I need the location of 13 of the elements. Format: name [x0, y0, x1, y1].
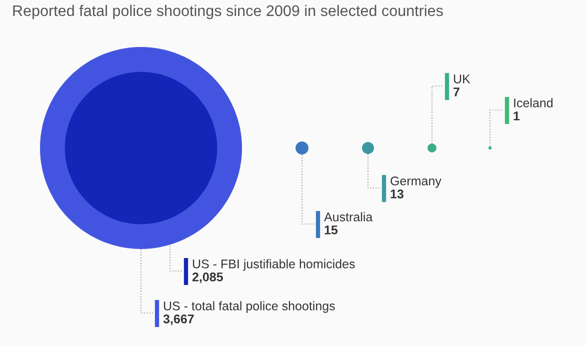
data-label: 3,667: [163, 314, 194, 326]
text: Reported fatal police shootings since 2009 in selected countries: [13, 4, 443, 20]
category-label: Australia: [324, 212, 373, 222]
category-label: Germany: [390, 176, 442, 188]
data-label: 2,085: [192, 272, 223, 284]
data-label: 15: [324, 226, 338, 234]
category-label: UK: [454, 74, 470, 84]
category-label: US - FBI justifiable homicides: [192, 259, 355, 271]
data-label: 13: [390, 190, 404, 198]
data-label: 7: [454, 88, 460, 96]
category-label: US - total fatal police shootings: [164, 301, 335, 313]
category-label: Iceland: [514, 98, 552, 108]
data-label: 1: [514, 112, 520, 120]
